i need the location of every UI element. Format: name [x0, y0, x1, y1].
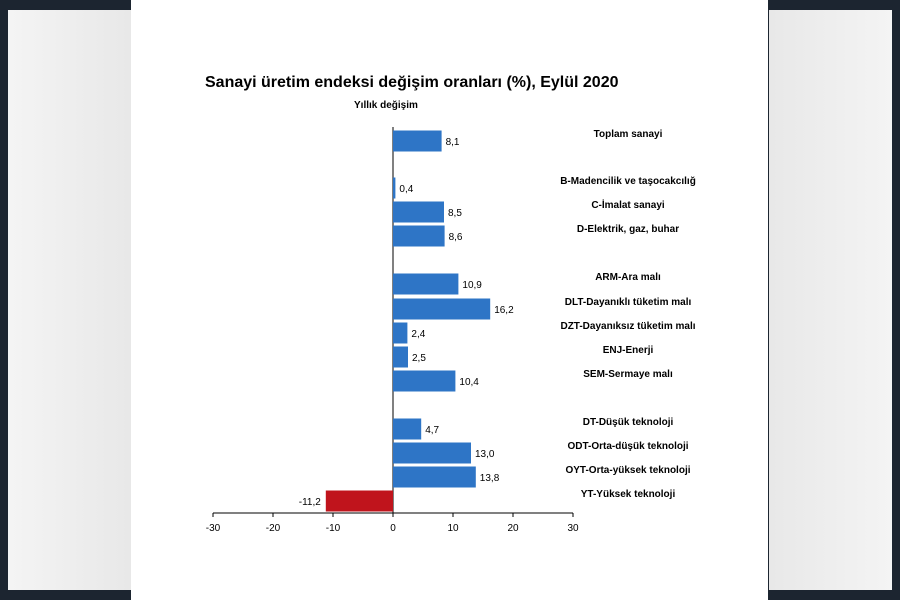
bar-value-label: 2,4	[411, 329, 425, 340]
bar-value-label: 13,8	[480, 473, 500, 484]
bar-value-label: 8,6	[449, 232, 463, 243]
bar	[393, 225, 445, 247]
background-right-panel	[769, 10, 892, 590]
bar-value-label: 8,5	[448, 208, 462, 219]
x-tick-label: -30	[206, 523, 221, 534]
bar-value-label: 10,9	[462, 280, 482, 291]
bar-value-label: 8,1	[446, 137, 460, 148]
bar	[325, 490, 393, 512]
bar-value-label: 0,4	[399, 184, 413, 195]
category-label: D-Elektrik, gaz, buhar	[577, 224, 679, 235]
x-tick-label: 10	[447, 523, 459, 534]
x-tick-label: 20	[507, 523, 519, 534]
bar-value-label: 4,7	[425, 425, 439, 436]
bar	[393, 177, 396, 199]
category-label: DT-Düşük teknoloji	[583, 417, 674, 428]
category-label: DLT-Dayanıklı tüketim malı	[565, 297, 692, 308]
category-label: B-Madencilik ve taşocakcılığ	[560, 176, 696, 187]
background-left-panel	[8, 10, 131, 590]
bar	[393, 466, 476, 488]
bar-value-label: 2,5	[412, 353, 426, 364]
category-label: DZT-Dayanıksız tüketim malı	[560, 321, 695, 332]
category-label: YT-Yüksek teknoloji	[581, 489, 676, 500]
category-label: C-İmalat sanayi	[591, 198, 665, 211]
x-tick-label: -10	[326, 523, 341, 534]
bar	[393, 322, 408, 344]
bar	[393, 298, 491, 320]
bar	[393, 346, 408, 368]
category-label: OYT-Orta-yüksek teknoloji	[565, 465, 690, 476]
chart-title: Sanayi üretim endeksi değişim oranları (…	[205, 74, 619, 91]
bar	[393, 442, 471, 464]
bar-value-label: 10,4	[459, 377, 479, 388]
category-label: ENJ-Enerji	[603, 345, 654, 356]
bar-value-label: 13,0	[475, 449, 495, 460]
x-tick-label: 30	[567, 523, 579, 534]
category-label: SEM-Sermaye malı	[583, 369, 673, 380]
x-tick-label: 0	[390, 523, 396, 534]
x-tick-label: -20	[266, 523, 281, 534]
bar	[393, 201, 444, 223]
bar	[393, 273, 459, 295]
category-label: ARM-Ara malı	[595, 272, 661, 283]
bar	[393, 418, 422, 440]
bar-value-label: 16,2	[494, 305, 514, 316]
bar	[393, 370, 456, 392]
bar-value-label: -11,2	[299, 497, 321, 508]
bar	[393, 130, 442, 152]
category-label: ODT-Orta-düşük teknoloji	[567, 441, 688, 452]
chart-subtitle: Yıllık değişim	[354, 100, 418, 111]
category-label: Toplam sanayi	[594, 129, 663, 140]
